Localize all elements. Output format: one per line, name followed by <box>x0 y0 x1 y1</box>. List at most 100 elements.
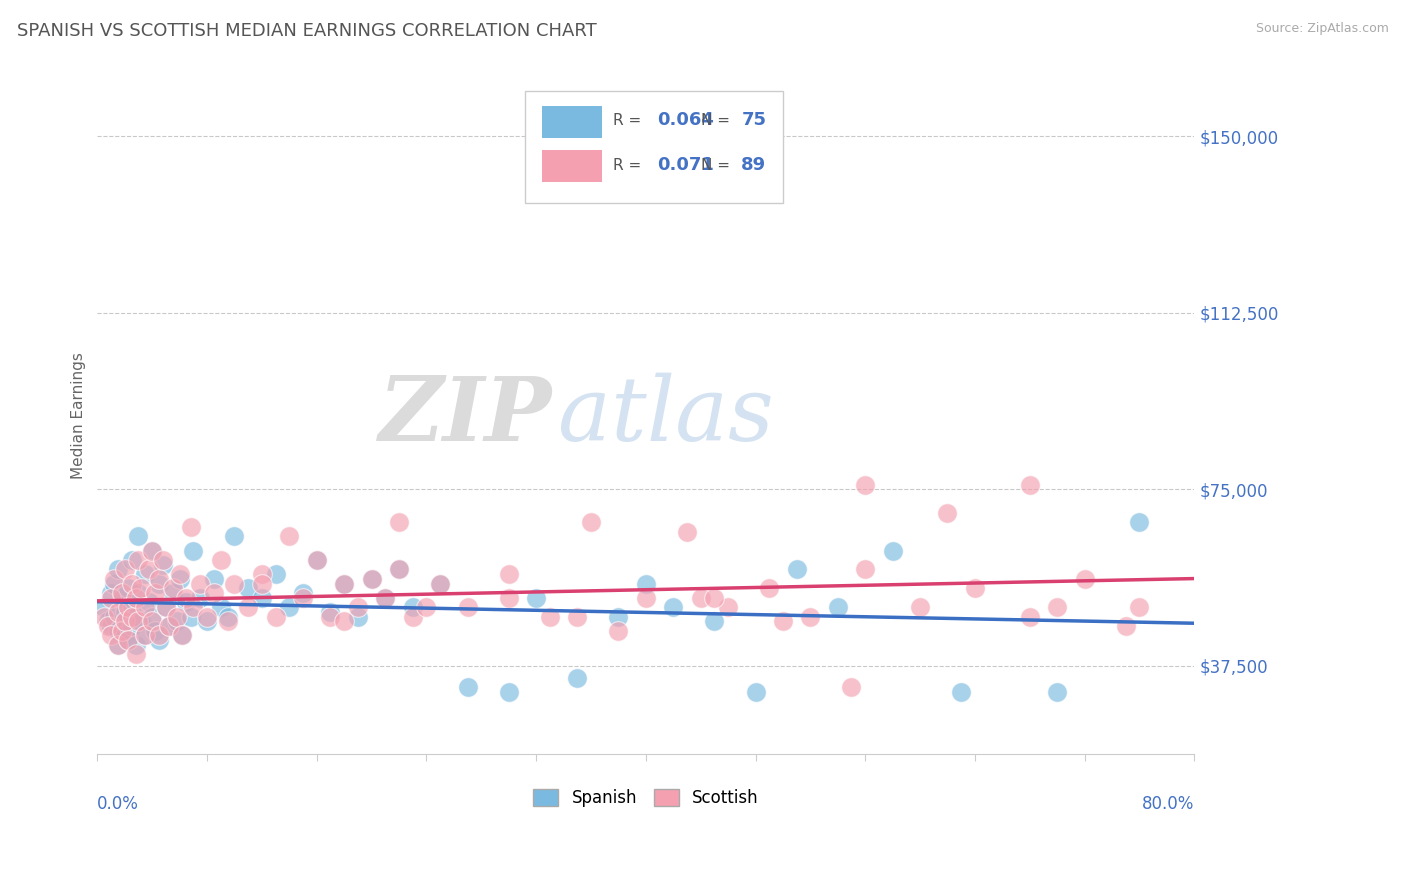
Point <box>388 562 411 576</box>
Point <box>841 680 863 694</box>
Point <box>141 609 163 624</box>
Point <box>319 609 342 624</box>
Point <box>333 576 356 591</box>
Point <box>134 600 156 615</box>
Text: N =: N = <box>700 158 730 173</box>
Point <box>114 614 136 628</box>
Point <box>744 685 766 699</box>
Point <box>134 628 156 642</box>
Point <box>319 605 342 619</box>
Text: 0.064: 0.064 <box>657 112 714 129</box>
Point <box>224 576 246 591</box>
Text: N =: N = <box>700 112 730 128</box>
Point <box>1018 477 1040 491</box>
Point <box>117 633 139 648</box>
Point <box>127 529 149 543</box>
Point <box>157 619 180 633</box>
Point <box>882 543 904 558</box>
Point <box>103 572 125 586</box>
Point <box>162 586 184 600</box>
Point <box>827 600 849 615</box>
Point <box>703 591 725 605</box>
Text: atlas: atlas <box>558 372 773 459</box>
Point <box>107 624 129 638</box>
Point <box>689 591 711 605</box>
Point <box>100 586 122 600</box>
Point <box>103 576 125 591</box>
Point <box>114 605 136 619</box>
Point <box>134 567 156 582</box>
Point <box>224 529 246 543</box>
Point <box>138 562 160 576</box>
Point <box>125 647 148 661</box>
Text: Source: ZipAtlas.com: Source: ZipAtlas.com <box>1256 22 1389 36</box>
Text: 0.071: 0.071 <box>657 156 714 175</box>
Text: 80.0%: 80.0% <box>1142 795 1194 813</box>
Text: ZIP: ZIP <box>380 373 553 459</box>
Point <box>127 586 149 600</box>
Point <box>936 506 959 520</box>
Point <box>703 614 725 628</box>
Point <box>607 624 630 638</box>
Point <box>238 581 260 595</box>
Point <box>100 619 122 633</box>
Point <box>111 586 134 600</box>
Point <box>388 562 411 576</box>
Point <box>107 605 129 619</box>
Point <box>1018 609 1040 624</box>
Point <box>111 591 134 605</box>
Point <box>172 628 194 642</box>
Point <box>180 520 202 534</box>
Point <box>111 624 134 638</box>
Point <box>567 671 589 685</box>
Point <box>429 576 451 591</box>
Point <box>799 609 821 624</box>
Point <box>152 553 174 567</box>
Point <box>166 614 188 628</box>
Bar <box>541 150 602 182</box>
Point <box>127 614 149 628</box>
Point <box>278 529 301 543</box>
Point <box>278 600 301 615</box>
Point <box>141 614 163 628</box>
Point <box>125 638 148 652</box>
Point <box>402 600 425 615</box>
Point <box>457 600 479 615</box>
Legend: Spanish, Scottish: Spanish, Scottish <box>526 782 765 814</box>
Point <box>457 680 479 694</box>
Point <box>188 576 211 591</box>
Point <box>963 581 986 595</box>
Point <box>172 628 194 642</box>
Point <box>717 600 740 615</box>
Point <box>209 600 232 615</box>
Point <box>93 600 115 615</box>
Point <box>333 576 356 591</box>
Point <box>402 609 425 624</box>
Point <box>853 477 876 491</box>
Point <box>250 567 273 582</box>
Point <box>100 591 122 605</box>
Point <box>579 516 602 530</box>
Point <box>662 600 685 615</box>
Point <box>100 628 122 642</box>
Point <box>169 567 191 582</box>
Point <box>114 562 136 576</box>
Point <box>148 633 170 648</box>
Point <box>250 591 273 605</box>
Point <box>1115 619 1137 633</box>
Point <box>127 553 149 567</box>
Point <box>607 609 630 624</box>
Text: 75: 75 <box>741 112 766 129</box>
Point <box>176 595 198 609</box>
Point <box>1046 600 1069 615</box>
Point <box>121 619 143 633</box>
Point <box>125 609 148 624</box>
Point <box>429 576 451 591</box>
Point <box>188 591 211 605</box>
Point <box>333 614 356 628</box>
Point <box>634 591 657 605</box>
Point <box>148 572 170 586</box>
Point <box>217 614 239 628</box>
Point <box>121 576 143 591</box>
Point <box>195 609 218 624</box>
